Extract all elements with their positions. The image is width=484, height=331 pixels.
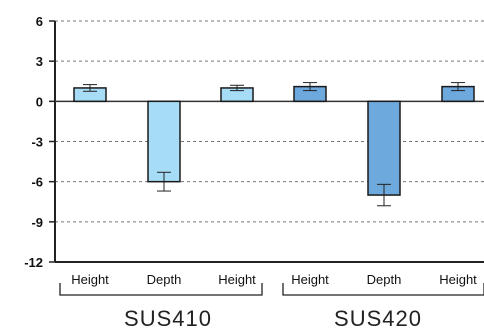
y-tick-label: 0	[36, 94, 43, 109]
category-label: Height	[218, 272, 256, 287]
bar	[367, 100, 401, 196]
category-labels: Height Depth Height Height Depth Height	[71, 272, 477, 287]
y-tick-label: -3	[31, 135, 43, 150]
group-bracket	[59, 283, 263, 296]
y-tick-label: 3	[36, 54, 43, 69]
axes	[49, 20, 484, 263]
y-tick-label: -12	[24, 255, 43, 270]
grid-lines	[55, 20, 484, 223]
y-tick-label: -6	[31, 175, 43, 190]
bars	[73, 85, 475, 196]
group-label: SUS410	[124, 306, 212, 331]
category-label: Depth	[367, 272, 402, 287]
group-bracket	[282, 283, 484, 296]
group-label: SUS420	[334, 306, 422, 331]
group-labels: SUS410 SUS420	[59, 283, 484, 331]
y-tick-labels: 6 3 0 -3 -6 -9 -12	[24, 14, 43, 270]
error-bars	[83, 82, 465, 207]
category-label: Height	[71, 272, 109, 287]
category-label: Height	[291, 272, 329, 287]
category-label: Depth	[147, 272, 182, 287]
category-label: Height	[439, 272, 477, 287]
y-tick-label: 6	[36, 14, 43, 29]
y-tick-label: -9	[31, 215, 43, 230]
bar	[147, 100, 181, 183]
